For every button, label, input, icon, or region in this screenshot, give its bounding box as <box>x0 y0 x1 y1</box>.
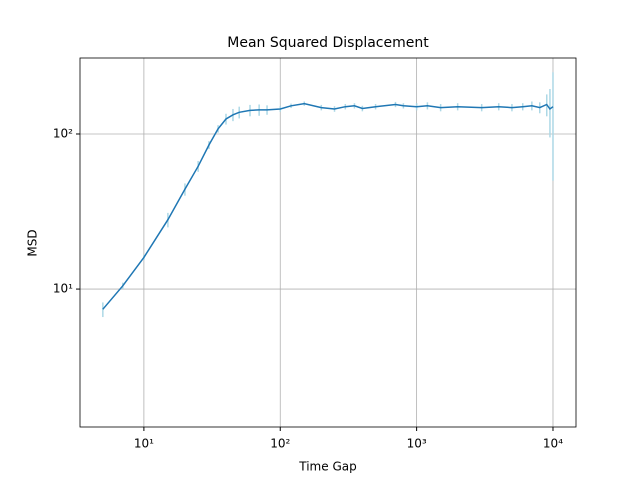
x-tick-label: 10¹ <box>134 437 154 451</box>
x-tick-label: 10² <box>270 437 290 451</box>
x-tick-label: 10⁴ <box>543 437 563 451</box>
plot-frame <box>79 57 577 428</box>
y-axis-label: MSD <box>26 229 40 256</box>
y-tick-label: 10¹ <box>53 282 73 296</box>
x-axis-label: Time Gap <box>298 460 356 474</box>
y-tick-label: 10² <box>53 126 73 140</box>
chart-title: Mean Squared Displacement <box>227 35 429 51</box>
x-tick-label: 10³ <box>407 437 427 451</box>
data-line <box>102 102 554 310</box>
